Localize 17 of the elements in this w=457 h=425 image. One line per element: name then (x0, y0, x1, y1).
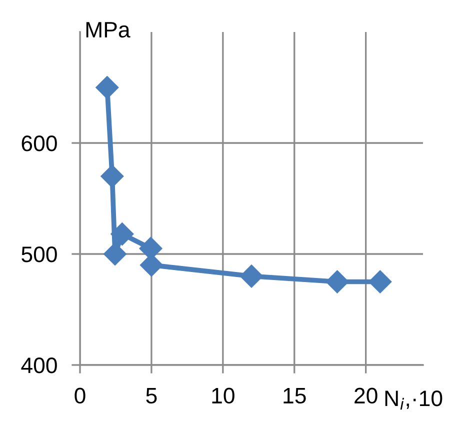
x-tick-label: 5 (146, 388, 157, 404)
point (368, 270, 392, 294)
point (100, 164, 124, 188)
x-axis-title: N$_{i}$,·10 (385, 390, 442, 410)
y-tick-label: 600 (22, 136, 57, 152)
y-axis-title: MPa (86, 22, 130, 38)
y-tick-label: 400 (21, 358, 57, 374)
point (104, 242, 127, 266)
x-tick-label: 0 (74, 388, 86, 404)
point (326, 270, 349, 294)
x-tick-label: 20 (354, 388, 378, 404)
x-tick-label: 10 (212, 388, 234, 404)
x-tick-label: 15 (284, 388, 306, 404)
point (240, 264, 263, 288)
point (96, 76, 119, 99)
point (110, 222, 134, 246)
y-tick-label: 500 (22, 246, 57, 262)
